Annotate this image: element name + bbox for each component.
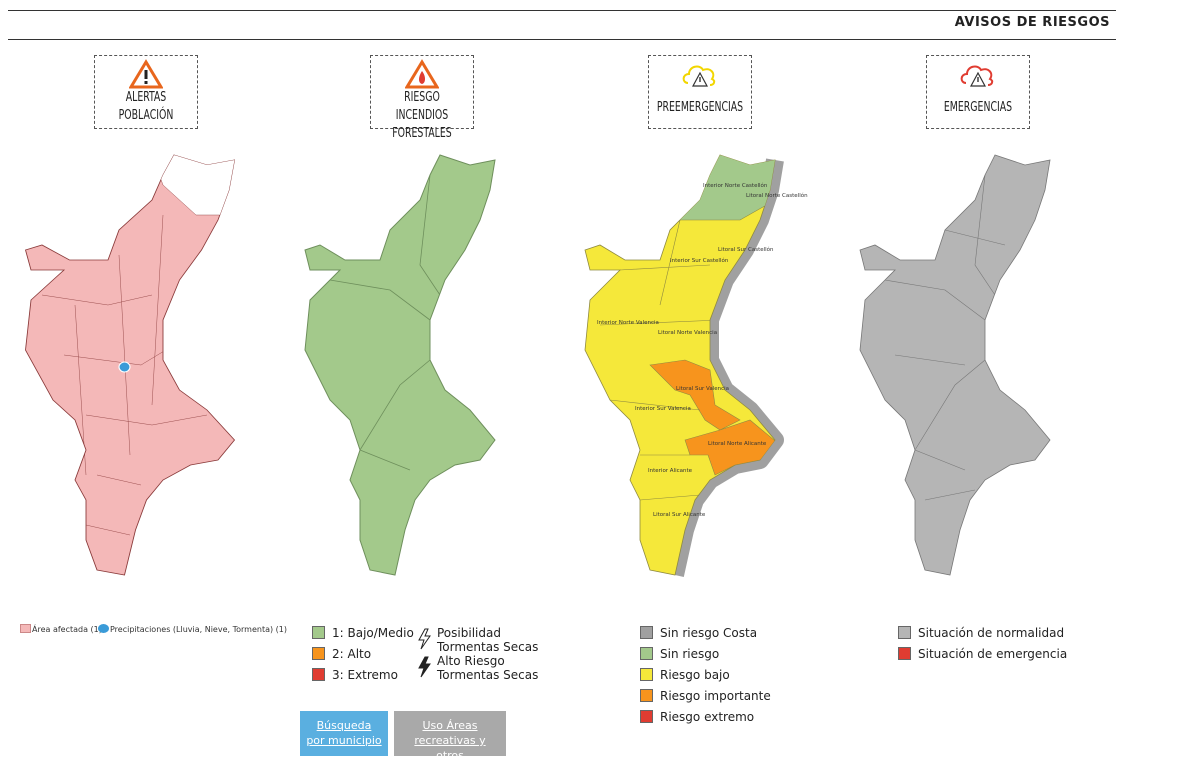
icon (682, 65, 716, 87)
legend-label: Sin riesgo Costa (660, 626, 758, 640)
storm-icon (418, 628, 431, 650)
map-label: Interior Sur Valencia (635, 406, 691, 412)
legend-swatch (640, 647, 653, 660)
icon (129, 59, 163, 89)
legend-item: Alto Riesgo Tormentas Secas (416, 654, 538, 682)
map-label: Litoral Sur Valencia (676, 386, 729, 392)
legend-item: Posibilidad Tormentas Secas (416, 626, 538, 654)
legend-label: 3: Extremo (332, 668, 398, 682)
maps: Interior Norte Castellón Litoral Norte Ca… (24, 154, 1051, 577)
panel-title: RIESGO INCENDIOS FORESTALES (392, 90, 452, 141)
map-label: Litoral Sur Castellón (718, 246, 774, 253)
legend-swatch (640, 689, 653, 702)
legend-label: Posibilidad Tormentas Secas (437, 626, 539, 654)
map-label: Interior Norte Castellón (703, 182, 768, 189)
legend-swatch (98, 624, 109, 633)
legend-label: Riesgo extremo (660, 710, 755, 724)
icon (405, 59, 439, 89)
map-label: Litoral Norte Valencia (658, 330, 717, 336)
legend-swatch (312, 668, 325, 681)
legend-swatch (312, 626, 325, 639)
panel-title: EMERGENCIAS (943, 100, 1013, 115)
panel-header: RIESGO INCENDIOS FORESTALES (370, 55, 474, 141)
page-title: AVISOS DE RIESGOS (954, 15, 1110, 30)
panel-title: PREEMERGENCIAS (656, 100, 744, 115)
map-label: Litoral Sur Alicante (653, 512, 706, 518)
legend-label: Alto Riesgo Tormentas Secas (437, 654, 539, 682)
legend-label: Situación de normalidad (918, 626, 1065, 640)
header-rule (8, 10, 1116, 11)
map-label: Interior Norte Valencia (597, 320, 659, 326)
button[interactable]: Búsqueda por municipio (300, 711, 388, 756)
legend-swatch (898, 647, 911, 660)
panel-title: ALERTAS POBLACIÓN (118, 90, 174, 123)
legend-swatch (640, 626, 653, 639)
panel-header: PREEMERGENCIAS (648, 55, 752, 129)
button[interactable]: Uso Áreas recreativas y otros (394, 711, 506, 762)
map-emergencias (859, 154, 1051, 576)
panel-header: ALERTAS POBLACIÓN (94, 55, 198, 129)
legend-swatch (312, 647, 325, 660)
legend-label: Área afectada (1) (32, 625, 102, 634)
legend-label: Sin riesgo (660, 647, 720, 661)
legend-swatch (640, 668, 653, 681)
map-label: Litoral Norte Alicante (708, 441, 767, 447)
map-alertas (24, 154, 236, 576)
map-label: Interior Sur Castellón (670, 257, 729, 264)
header-rule (8, 39, 1116, 40)
map-label: Interior Alicante (648, 468, 693, 474)
legend-label: 1: Bajo/Medio (332, 626, 414, 640)
panel-header: EMERGENCIAS (926, 55, 1030, 129)
legend-swatch (640, 710, 653, 723)
legend-label: Situación de emergencia (918, 647, 1068, 661)
map-label: Litoral Norte Castellón (746, 192, 808, 199)
legend-label: Riesgo bajo (660, 668, 730, 682)
legend-swatch (20, 624, 31, 633)
legend-label: 2: Alto (332, 647, 372, 661)
legend-label: Precipitaciones (Lluvia, Nieve, Tormenta… (110, 625, 287, 634)
legend-label: Riesgo importante (660, 689, 771, 703)
legend-swatch (898, 626, 911, 639)
icon (960, 65, 994, 87)
storm-icon (418, 656, 431, 678)
map-incendios (304, 154, 496, 576)
